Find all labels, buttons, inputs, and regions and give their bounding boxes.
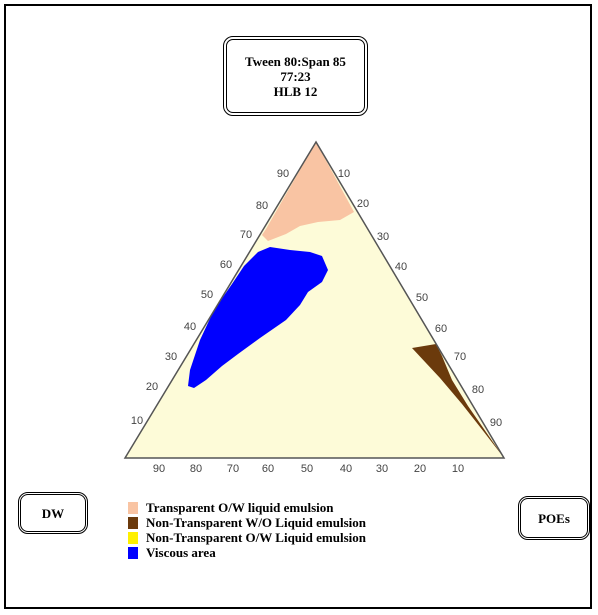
- right-tick-30: 30: [377, 231, 389, 243]
- right-tick-60: 60: [435, 323, 447, 335]
- left-tick-10: 10: [131, 415, 143, 427]
- right-tick-70: 70: [454, 351, 466, 363]
- surfactant-ratio-line2: 77:23: [280, 68, 311, 84]
- poes-label-text: POEs: [538, 510, 570, 526]
- legend-label: Non-Transparent W/O Liquid emulsion: [146, 515, 366, 530]
- right-tick-80: 80: [472, 384, 484, 396]
- right-tick-50: 50: [416, 292, 428, 304]
- right-tick-90: 90: [490, 417, 502, 429]
- triangle-outline: [123, 140, 506, 459]
- transparent-ow-region: [262, 142, 354, 241]
- dw-label-text: DW: [41, 505, 65, 521]
- left-tick-60: 60: [220, 259, 232, 271]
- surfactant-ratio-box: Tween 80:Span 85 77:23 HLB 12: [223, 36, 368, 116]
- legend-item: Transparent O/W liquid emulsion: [128, 500, 366, 515]
- right-tick-20: 20: [357, 198, 369, 210]
- right-tick-10: 10: [338, 168, 350, 180]
- left-tick-90: 90: [277, 168, 289, 180]
- surfactant-ratio-line1: Tween 80:Span 85: [245, 53, 346, 69]
- legend-item: Non-Transparent O/W Liquid emulsion: [128, 530, 366, 545]
- legend-swatch-blue: [128, 546, 138, 559]
- left-tick-20: 20: [146, 381, 158, 393]
- left-tick-40: 40: [184, 321, 196, 333]
- legend-swatch-yellow: [128, 531, 138, 544]
- left-tick-50: 50: [201, 289, 213, 301]
- left-tick-70: 70: [240, 229, 252, 241]
- dw-corner-label: DW: [18, 492, 88, 534]
- nontransparent-wo-region: [412, 344, 504, 458]
- bottom-tick-90: 90: [153, 463, 165, 475]
- viscous-region: [188, 247, 328, 388]
- poes-corner-label: POEs: [518, 496, 590, 540]
- legend-label: Transparent O/W liquid emulsion: [146, 500, 334, 515]
- left-tick-30: 30: [165, 351, 177, 363]
- bottom-tick-10: 10: [452, 463, 464, 475]
- bottom-tick-70: 70: [227, 463, 239, 475]
- bottom-tick-40: 40: [340, 463, 352, 475]
- bottom-tick-80: 80: [190, 463, 202, 475]
- right-tick-40: 40: [395, 261, 407, 273]
- legend-label: Viscous area: [146, 545, 216, 560]
- non-transparent-ow-region: [125, 142, 504, 458]
- bottom-tick-60: 60: [262, 463, 274, 475]
- legend-label: Non-Transparent O/W Liquid emulsion: [146, 530, 366, 545]
- bottom-tick-20: 20: [414, 463, 426, 475]
- bottom-tick-30: 30: [376, 463, 388, 475]
- legend: Transparent O/W liquid emulsion Non-Tran…: [128, 500, 366, 560]
- bottom-tick-50: 50: [301, 463, 313, 475]
- surfactant-ratio-line3: HLB 12: [273, 83, 318, 99]
- legend-swatch-peach: [128, 501, 138, 514]
- legend-item: Viscous area: [128, 545, 366, 560]
- legend-item: Non-Transparent W/O Liquid emulsion: [128, 515, 366, 530]
- legend-swatch-brown: [128, 516, 138, 529]
- left-tick-80: 80: [256, 200, 268, 212]
